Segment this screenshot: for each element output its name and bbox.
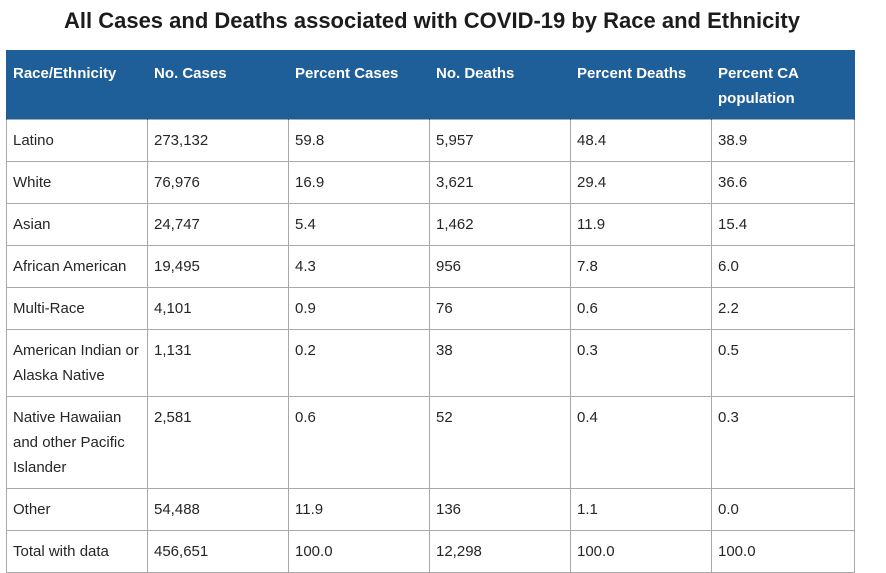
- cell-no-cases: 24,747: [147, 203, 289, 246]
- cell-race-ethnicity: Latino: [6, 119, 148, 162]
- cell-no-deaths: 38: [429, 329, 571, 397]
- table-row: Latino 273,132 59.8 5,957 48.4 38.9: [6, 119, 855, 162]
- cell-no-cases: 456,651: [147, 530, 289, 573]
- cell-race-ethnicity: White: [6, 161, 148, 204]
- cell-percent-deaths: 0.6: [570, 287, 712, 330]
- table-row: White 76,976 16.9 3,621 29.4 36.6: [6, 161, 855, 204]
- cell-no-cases: 4,101: [147, 287, 289, 330]
- cell-race-ethnicity: Asian: [6, 203, 148, 246]
- cell-no-deaths: 52: [429, 396, 571, 489]
- cell-percent-ca-population: 36.6: [711, 161, 855, 204]
- cell-no-deaths: 3,621: [429, 161, 571, 204]
- cell-percent-deaths: 11.9: [570, 203, 712, 246]
- cell-percent-cases: 5.4: [288, 203, 430, 246]
- cell-percent-deaths: 48.4: [570, 119, 712, 162]
- cell-percent-cases: 4.3: [288, 245, 430, 288]
- cell-percent-deaths: 100.0: [570, 530, 712, 573]
- cell-percent-cases: 0.9: [288, 287, 430, 330]
- cell-no-deaths: 5,957: [429, 119, 571, 162]
- table-row: American Indian or Alaska Native 1,131 0…: [6, 329, 855, 397]
- cell-percent-cases: 100.0: [288, 530, 430, 573]
- table-header-row: Race/Ethnicity No. Cases Percent Cases N…: [6, 50, 855, 120]
- cell-percent-cases: 59.8: [288, 119, 430, 162]
- header-no-deaths: No. Deaths: [429, 50, 571, 120]
- cell-percent-deaths: 0.4: [570, 396, 712, 489]
- cell-percent-deaths: 1.1: [570, 488, 712, 531]
- cell-percent-ca-population: 0.0: [711, 488, 855, 531]
- cell-race-ethnicity: African American: [6, 245, 148, 288]
- cell-percent-ca-population: 100.0: [711, 530, 855, 573]
- cell-race-ethnicity: Total with data: [6, 530, 148, 573]
- cell-no-cases: 54,488: [147, 488, 289, 531]
- cell-percent-deaths: 29.4: [570, 161, 712, 204]
- header-percent-deaths: Percent Deaths: [570, 50, 712, 120]
- cell-no-cases: 19,495: [147, 245, 289, 288]
- cell-percent-ca-population: 2.2: [711, 287, 855, 330]
- table-row: Other 54,488 11.9 136 1.1 0.0: [6, 488, 855, 531]
- cell-percent-ca-population: 0.5: [711, 329, 855, 397]
- cell-percent-cases: 0.6: [288, 396, 430, 489]
- cell-percent-cases: 16.9: [288, 161, 430, 204]
- cell-no-cases: 76,976: [147, 161, 289, 204]
- cell-no-deaths: 956: [429, 245, 571, 288]
- table-row: Native Hawaiian and other Pacific Island…: [6, 396, 855, 489]
- cell-race-ethnicity: American Indian or Alaska Native: [6, 329, 148, 397]
- cell-race-ethnicity: Native Hawaiian and other Pacific Island…: [6, 396, 148, 489]
- cell-no-cases: 1,131: [147, 329, 289, 397]
- cell-race-ethnicity: Other: [6, 488, 148, 531]
- cell-percent-ca-population: 38.9: [711, 119, 855, 162]
- cell-no-deaths: 76: [429, 287, 571, 330]
- header-percent-cases: Percent Cases: [288, 50, 430, 120]
- cell-percent-ca-population: 6.0: [711, 245, 855, 288]
- page-title: All Cases and Deaths associated with COV…: [63, 8, 800, 33]
- cell-no-deaths: 1,462: [429, 203, 571, 246]
- cell-no-cases: 2,581: [147, 396, 289, 489]
- table-row: Multi-Race 4,101 0.9 76 0.6 2.2: [6, 287, 855, 330]
- cell-percent-ca-population: 0.3: [711, 396, 855, 489]
- table-row-total: Total with data 456,651 100.0 12,298 100…: [6, 530, 855, 573]
- header-percent-ca-population: Percent CA population: [711, 50, 855, 120]
- cell-no-cases: 273,132: [147, 119, 289, 162]
- cell-percent-cases: 0.2: [288, 329, 430, 397]
- table-row: African American 19,495 4.3 956 7.8 6.0: [6, 245, 855, 288]
- header-race-ethnicity: Race/Ethnicity: [6, 50, 148, 120]
- table-row: Asian 24,747 5.4 1,462 11.9 15.4: [6, 203, 855, 246]
- cell-no-deaths: 12,298: [429, 530, 571, 573]
- cell-percent-deaths: 7.8: [570, 245, 712, 288]
- cell-percent-deaths: 0.3: [570, 329, 712, 397]
- cell-race-ethnicity: Multi-Race: [6, 287, 148, 330]
- cell-percent-cases: 11.9: [288, 488, 430, 531]
- cell-no-deaths: 136: [429, 488, 571, 531]
- header-no-cases: No. Cases: [147, 50, 289, 120]
- cell-percent-ca-population: 15.4: [711, 203, 855, 246]
- covid-race-ethnicity-table: Race/Ethnicity No. Cases Percent Cases N…: [6, 50, 855, 573]
